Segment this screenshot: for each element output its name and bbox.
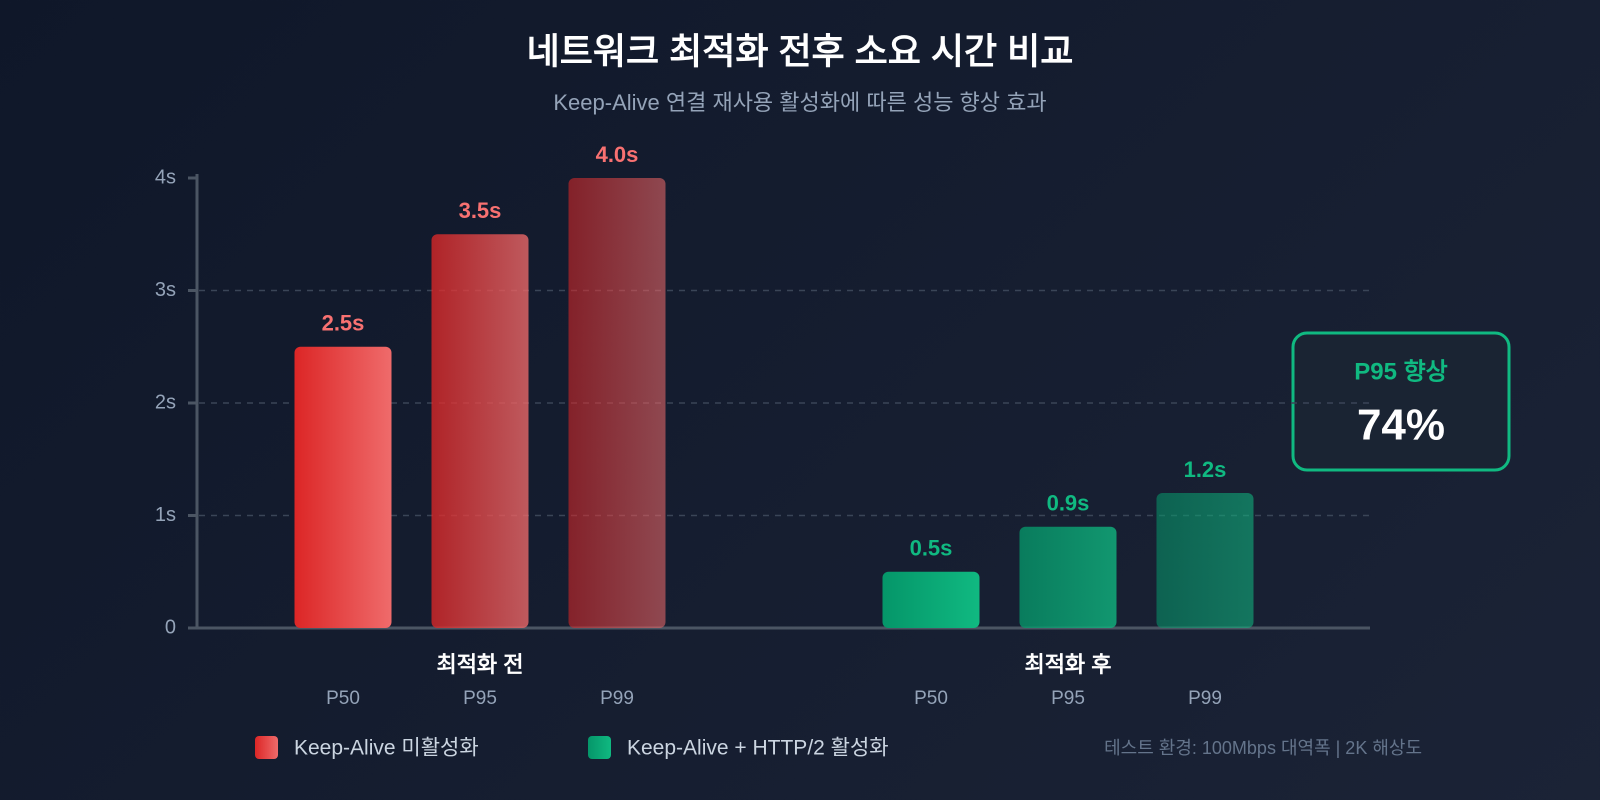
legend-label: Keep-Alive 미활성화 <box>294 737 479 760</box>
y-tick-label: 0 <box>165 616 176 638</box>
bar <box>294 346 392 628</box>
bar <box>1019 526 1117 628</box>
value-label: 3.5s <box>459 198 502 223</box>
annotation-title: P95 향상 <box>1354 358 1448 385</box>
x-tick-label: P95 <box>463 688 497 709</box>
legend-swatch <box>255 736 278 759</box>
value-label: 2.5s <box>322 311 365 336</box>
bar <box>568 178 666 628</box>
group-label: 최적화 후 <box>1024 652 1111 677</box>
x-tick-label: P50 <box>914 688 948 709</box>
value-label: 0.9s <box>1047 491 1090 516</box>
bar <box>882 571 980 628</box>
legend-label: Keep-Alive + HTTP/2 활성화 <box>627 737 889 760</box>
annotation-box <box>1291 331 1511 472</box>
bar <box>1156 493 1254 628</box>
x-tick-label: P50 <box>326 688 360 709</box>
chart-subtitle: Keep-Alive 연결 재사용 활성화에 따른 성능 향상 효과 <box>553 90 1046 115</box>
legend-swatch <box>588 736 611 759</box>
x-tick-label: P99 <box>1188 688 1222 709</box>
value-label: 1.2s <box>1184 457 1227 482</box>
annotation-value: 74% <box>1357 401 1445 450</box>
y-tick-label: 2s <box>155 391 176 413</box>
bar <box>431 234 529 628</box>
x-tick-label: P99 <box>600 688 634 709</box>
value-label: 0.5s <box>910 536 953 561</box>
value-label: 4.0s <box>596 142 639 167</box>
group-label: 최적화 전 <box>436 652 523 677</box>
y-tick-label: 3s <box>155 279 176 301</box>
x-tick-label: P95 <box>1051 688 1085 709</box>
y-tick-label: 4s <box>155 166 176 188</box>
y-tick-label: 1s <box>155 504 176 526</box>
chart-title: 네트워크 최적화 전후 소요 시간 비교 <box>527 31 1074 72</box>
footnote: 테스트 환경: 100Mbps 대역폭 | 2K 해상도 <box>1104 738 1422 758</box>
